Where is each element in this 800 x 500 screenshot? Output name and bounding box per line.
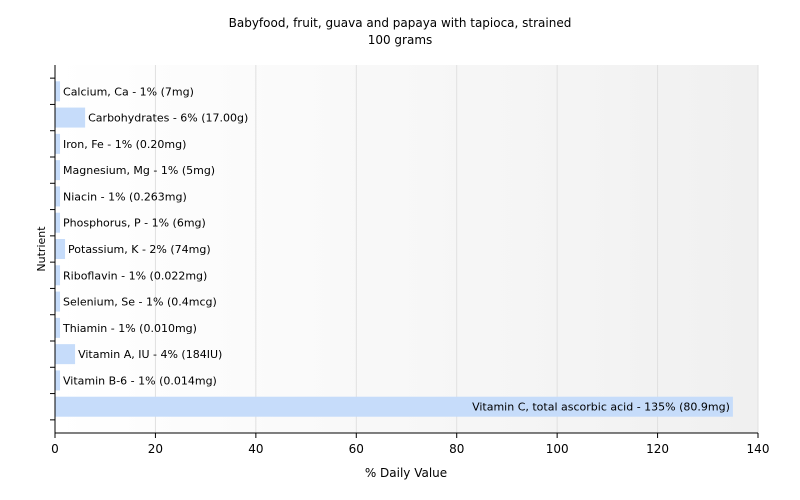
x-tick-label: 80 xyxy=(449,442,464,456)
bar xyxy=(55,265,61,286)
x-tick-label: 140 xyxy=(747,442,770,456)
x-tick-label: 40 xyxy=(248,442,263,456)
axes: 0 20 40 60 80 100 120 140 xyxy=(50,65,769,456)
bar-label: Calcium, Ca - 1% (7mg) xyxy=(63,85,194,98)
x-tick-label: 100 xyxy=(546,442,569,456)
bar-label: Potassium, K - 2% (74mg) xyxy=(68,243,211,256)
plot-area xyxy=(55,65,758,433)
bars: Calcium, Ca - 1% (7mg) Carbohydrates - 6%… xyxy=(55,81,733,417)
x-axis-label: % Daily Value xyxy=(365,466,447,480)
bar-label: Vitamin A, IU - 4% (184IU) xyxy=(78,348,222,361)
bar xyxy=(55,396,733,417)
x-tick-label: 20 xyxy=(148,442,163,456)
bar-label: Vitamin C, total ascorbic acid - 135% (8… xyxy=(472,401,730,414)
bar xyxy=(55,212,61,233)
bar-label: Selenium, Se - 1% (0.4mcg) xyxy=(63,296,217,309)
bar xyxy=(55,133,61,154)
bar xyxy=(55,317,61,338)
bar-label: Phosphorus, P - 1% (6mg) xyxy=(63,217,206,230)
grid-lines xyxy=(154,65,759,433)
bar xyxy=(55,81,61,102)
bar-label: Carbohydrates - 6% (17.00g) xyxy=(88,112,248,125)
bar xyxy=(55,107,86,128)
chart-subtitle: 100 grams xyxy=(368,33,433,47)
chart-title: Babyfood, fruit, guava and papaya with t… xyxy=(229,16,572,30)
bar xyxy=(55,239,66,259)
bar xyxy=(55,186,61,207)
bar xyxy=(55,291,61,312)
bar xyxy=(55,370,61,391)
x-tick-label: 0 xyxy=(51,442,59,456)
bar-label: Thiamin - 1% (0.010mg) xyxy=(62,322,197,335)
bar-label: Niacin - 1% (0.263mg) xyxy=(63,190,187,203)
bar xyxy=(55,160,61,181)
bar-label: Vitamin B-6 - 1% (0.014mg) xyxy=(63,374,217,387)
bar-label: Magnesium, Mg - 1% (5mg) xyxy=(63,164,215,177)
bar-label: Riboflavin - 1% (0.022mg) xyxy=(63,269,207,282)
x-tick-label: 120 xyxy=(646,442,669,456)
x-tick-label: 60 xyxy=(349,442,364,456)
y-axis-label: Nutrient xyxy=(35,226,48,272)
bar xyxy=(55,344,76,365)
bar-label: Iron, Fe - 1% (0.20mg) xyxy=(63,138,186,151)
